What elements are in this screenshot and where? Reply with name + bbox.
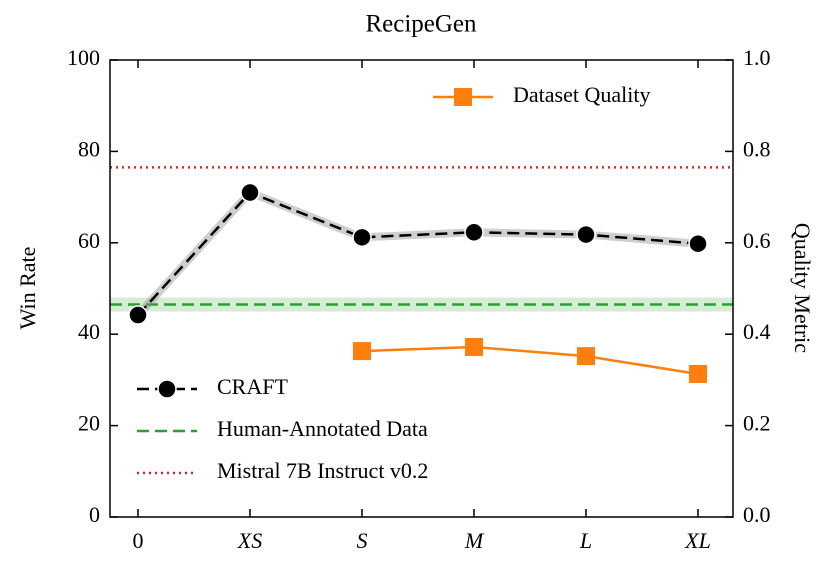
data-point	[576, 224, 596, 245]
data-point	[465, 337, 483, 356]
data-point	[464, 222, 484, 243]
y2-tick-label: 0.6	[743, 228, 771, 253]
legend-marker	[454, 88, 472, 106]
y2-tick-label: 0.0	[743, 502, 771, 527]
plot-frame	[109, 59, 734, 518]
x-tick-label: L	[579, 528, 592, 553]
chart-title: RecipeGen	[365, 11, 477, 38]
series-band	[135, 187, 699, 318]
legend-label: Human-Annotated Data	[217, 416, 428, 441]
x-tick-label: S	[357, 528, 368, 553]
data-point	[352, 227, 372, 248]
y-tick-label: 100	[67, 45, 100, 70]
data-point	[689, 364, 707, 383]
legend-label: Mistral 7B Instruct v0.2	[217, 458, 428, 483]
legend-marker	[157, 379, 177, 399]
y2-tick-label: 0.4	[743, 319, 771, 344]
data-point	[240, 182, 260, 203]
series-line	[137, 191, 699, 316]
y-tick-label: 0	[89, 502, 100, 527]
y2-axis-label: Quality Metric	[790, 223, 815, 353]
data-point	[128, 305, 148, 325]
legend-label: Dataset Quality	[513, 82, 650, 107]
data-point	[577, 347, 595, 366]
y-tick-label: 60	[78, 228, 100, 253]
data-point	[353, 342, 371, 361]
y-axis-label: Win Rate	[15, 247, 40, 330]
data-point	[688, 233, 708, 254]
y-tick-label: 40	[78, 319, 100, 344]
y2-tick-label: 0.2	[743, 411, 771, 436]
y-tick-label: 20	[78, 411, 100, 436]
x-tick-label: 0	[133, 528, 144, 553]
x-tick-label: XS	[237, 528, 262, 553]
x-tick-label: XL	[684, 528, 711, 553]
legend-label: CRAFT	[217, 374, 288, 399]
y2-tick-label: 0.8	[743, 136, 771, 161]
y-tick-label: 80	[78, 136, 100, 161]
x-tick-label: M	[464, 528, 485, 553]
series-line	[361, 345, 699, 376]
y2-tick-label: 1.0	[743, 45, 771, 70]
